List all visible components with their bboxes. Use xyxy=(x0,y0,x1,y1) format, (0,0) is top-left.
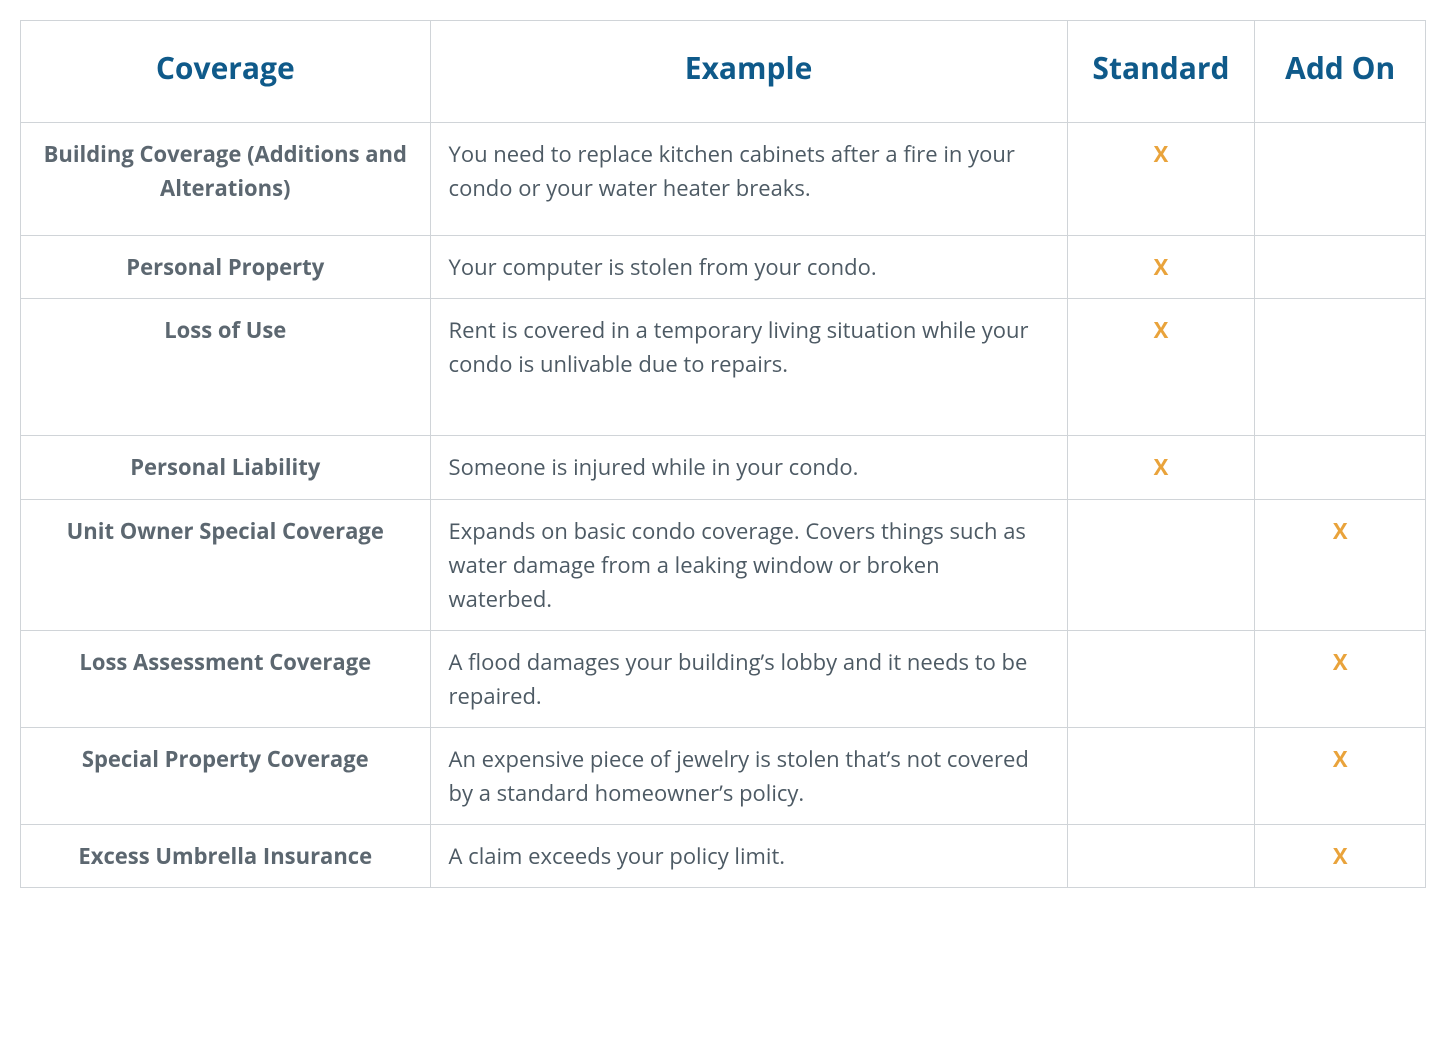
table-row: Loss of Use Rent is covered in a tempora… xyxy=(21,299,1426,436)
cell-example: Your computer is stolen from your condo. xyxy=(430,236,1067,299)
cell-standard xyxy=(1067,499,1255,630)
cell-coverage: Building Coverage (Additions and Alterat… xyxy=(21,123,431,236)
table-row: Personal Liability Someone is injured wh… xyxy=(21,436,1426,499)
col-header-standard: Standard xyxy=(1067,21,1255,123)
cell-example: Someone is injured while in your condo. xyxy=(430,436,1067,499)
cell-addon: X xyxy=(1255,728,1426,825)
x-mark-icon: X xyxy=(1333,645,1348,679)
cell-coverage: Personal Property xyxy=(21,236,431,299)
cell-example: An expensive piece of jewelry is stolen … xyxy=(430,728,1067,825)
cell-example: A claim exceeds your policy limit. xyxy=(430,825,1067,888)
cell-standard: X xyxy=(1067,236,1255,299)
coverage-table: Coverage Example Standard Add On Buildin… xyxy=(20,20,1426,888)
cell-example: You need to replace kitchen cabinets aft… xyxy=(430,123,1067,236)
cell-standard xyxy=(1067,630,1255,727)
x-mark-icon: X xyxy=(1154,313,1169,347)
table-row: Loss Assessment Coverage A flood damages… xyxy=(21,630,1426,727)
cell-standard: X xyxy=(1067,299,1255,436)
cell-standard: X xyxy=(1067,436,1255,499)
x-mark-icon: X xyxy=(1333,742,1348,776)
cell-example: A flood damages your building’s lobby an… xyxy=(430,630,1067,727)
x-mark-icon: X xyxy=(1333,839,1348,873)
cell-addon: X xyxy=(1255,630,1426,727)
table-row: Unit Owner Special Coverage Expands on b… xyxy=(21,499,1426,630)
cell-addon xyxy=(1255,236,1426,299)
cell-coverage: Loss Assessment Coverage xyxy=(21,630,431,727)
cell-standard: X xyxy=(1067,123,1255,236)
cell-addon: X xyxy=(1255,499,1426,630)
cell-standard xyxy=(1067,825,1255,888)
x-mark-icon: X xyxy=(1154,137,1169,171)
cell-coverage: Excess Umbrella Insurance xyxy=(21,825,431,888)
x-mark-icon: X xyxy=(1154,450,1169,484)
col-header-coverage: Coverage xyxy=(21,21,431,123)
cell-coverage: Special Property Coverage xyxy=(21,728,431,825)
table-row: Special Property Coverage An expensive p… xyxy=(21,728,1426,825)
table-container: Coverage Example Standard Add On Buildin… xyxy=(0,0,1446,908)
cell-example: Rent is covered in a temporary living si… xyxy=(430,299,1067,436)
x-mark-icon: X xyxy=(1154,250,1169,284)
table-row: Building Coverage (Additions and Alterat… xyxy=(21,123,1426,236)
table-header-row: Coverage Example Standard Add On xyxy=(21,21,1426,123)
cell-addon xyxy=(1255,123,1426,236)
cell-example: Expands on basic condo coverage. Covers … xyxy=(430,499,1067,630)
col-header-addon: Add On xyxy=(1255,21,1426,123)
cell-coverage: Loss of Use xyxy=(21,299,431,436)
x-mark-icon: X xyxy=(1333,514,1348,548)
cell-coverage: Personal Liability xyxy=(21,436,431,499)
table-row: Personal Property Your computer is stole… xyxy=(21,236,1426,299)
cell-addon xyxy=(1255,299,1426,436)
col-header-example: Example xyxy=(430,21,1067,123)
cell-addon: X xyxy=(1255,825,1426,888)
cell-coverage: Unit Owner Special Coverage xyxy=(21,499,431,630)
cell-standard xyxy=(1067,728,1255,825)
table-row: Excess Umbrella Insurance A claim exceed… xyxy=(21,825,1426,888)
cell-addon xyxy=(1255,436,1426,499)
